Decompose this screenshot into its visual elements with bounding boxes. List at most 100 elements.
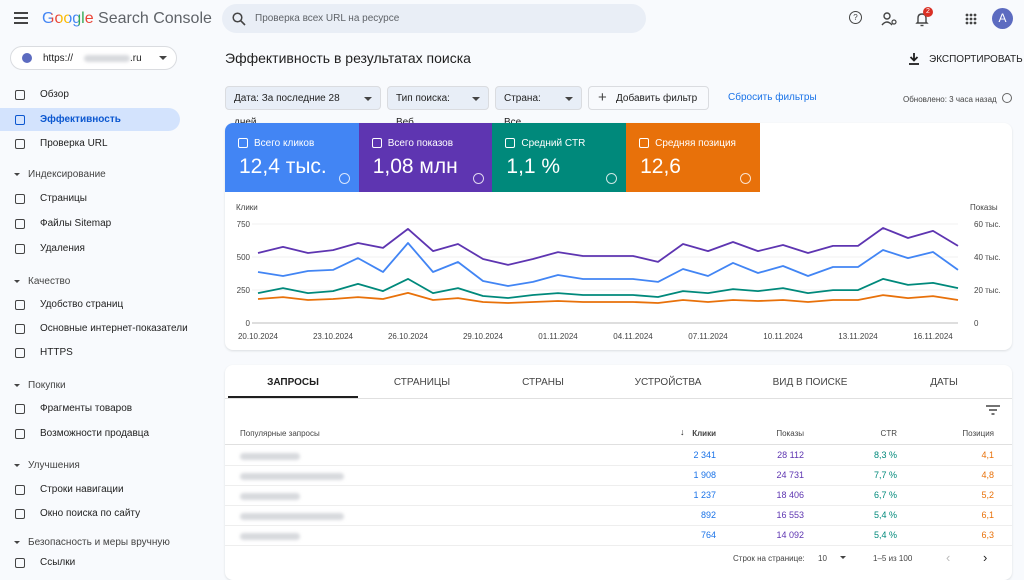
section-arrow [14, 384, 20, 390]
property-arrow [159, 56, 167, 64]
updated-label: Обновлено: 3 часа назад [903, 95, 997, 104]
prev-page[interactable]: ‹ [946, 550, 951, 565]
card-value: 12,6 [640, 155, 681, 178]
nav-item[interactable]: Страницы [40, 193, 87, 204]
tab[interactable]: ВИД В ПОИСКЕ [772, 377, 848, 388]
query-hidden [240, 533, 300, 540]
nav-icon [15, 115, 25, 125]
row-divider [225, 505, 1012, 506]
nav-item[interactable]: Обзор [40, 89, 69, 100]
refresh-icon[interactable] [1002, 93, 1012, 103]
query-hidden [240, 453, 300, 460]
tabs-divider [225, 398, 1012, 399]
card-help [472, 173, 484, 184]
nav-section: Безопасность и меры вручную [28, 537, 170, 548]
rows-dropdown [840, 556, 846, 562]
nav-active-bg [0, 108, 180, 131]
section-arrow [14, 173, 20, 179]
property-selector[interactable]: https:// .ru [10, 46, 177, 70]
avatar[interactable]: A [992, 8, 1013, 29]
table-cell: 28 112 [777, 450, 804, 460]
x-tick-label: 07.11.2024 [688, 332, 728, 341]
nav-item[interactable]: Удаления [40, 243, 85, 254]
nav-icon [15, 219, 25, 229]
card-label: Всего показов [387, 138, 454, 149]
card-checkbox [639, 138, 650, 148]
table-cell: 2 341 [693, 450, 716, 460]
card-value: 12,4 тыс. [239, 155, 327, 178]
y2-axis-title: Показы [970, 203, 998, 212]
tab[interactable]: ЗАПРОСЫ [267, 377, 319, 388]
y-tick-label: 750 [237, 220, 251, 229]
series-line [257, 242, 959, 287]
filter-chip[interactable]: Тип поиска: Веб [387, 86, 489, 128]
series-line [257, 227, 959, 266]
nav-item[interactable]: Удобство страниц [40, 299, 124, 310]
reset-filters[interactable]: Сбросить фильтры [728, 92, 817, 103]
nav-item[interactable]: Файлы Sitemap [40, 218, 112, 229]
apps-icon[interactable] [965, 13, 977, 25]
nav-item[interactable]: Строки навигации [40, 484, 124, 495]
help-icon[interactable]: ? [849, 11, 862, 24]
rows-per-page-label: Строк на странице: [733, 554, 805, 563]
x-tick-label: 16.11.2024 [913, 332, 953, 341]
tab[interactable]: УСТРОЙСТВА [634, 377, 702, 388]
y-tick-label: 0 [246, 319, 251, 328]
row-divider [225, 525, 1012, 526]
range-label: 1–5 из 100 [873, 554, 913, 563]
add-filter-button[interactable]: + Добавить фильтр [588, 86, 709, 110]
next-page[interactable]: › [983, 550, 988, 565]
card-label: Средняя позиция [655, 138, 736, 149]
nav-item[interactable]: Окно поиска по сайту [40, 508, 141, 519]
table-cell: 6,1 [981, 510, 994, 520]
table-filter-icon[interactable] [986, 405, 1000, 415]
filter-chip[interactable]: Страна: Все [495, 86, 582, 128]
sort-arrow: ↓ [680, 427, 685, 437]
plus-icon: + [598, 89, 607, 106]
property-prefix: https:// [43, 53, 74, 64]
users-icon[interactable] [881, 12, 897, 26]
nav-item[interactable]: Возможности продавца [40, 428, 150, 439]
x-tick-label: 23.10.2024 [313, 332, 354, 341]
x-tick-label: 29.10.2024 [463, 332, 504, 341]
card-help [339, 173, 350, 184]
tab[interactable]: ДАТЫ [930, 377, 958, 388]
nav-item[interactable]: Ссылки [40, 557, 76, 568]
column-header[interactable]: CTR [880, 429, 897, 438]
column-header[interactable]: Показы [776, 429, 804, 438]
query-hidden [240, 493, 300, 500]
column-header[interactable]: Клики [692, 429, 716, 438]
nav-item[interactable]: Фрагменты товаров [40, 403, 133, 414]
rows-per-page[interactable]: 10 [818, 554, 827, 563]
chart: Клики Показы 0 250 500 750 0 20 тыс. 40 тыс. 60… [236, 203, 1001, 341]
card-value: 1,1 % [506, 155, 561, 178]
metric-card[interactable]: Средний CTR 1,1 % [492, 123, 627, 192]
series-line [257, 292, 959, 304]
nav-item[interactable]: Эффективность [40, 114, 121, 125]
export-button[interactable]: ЭКСПОРТИРОВАТЬ [929, 54, 1023, 65]
table-cell: 4,1 [981, 450, 994, 460]
column-header[interactable]: Позиция [962, 429, 994, 438]
row-divider [225, 485, 1012, 486]
section-arrow [14, 280, 20, 286]
nav-item[interactable]: Основные интернет-показатели [40, 323, 188, 334]
tab[interactable]: СТРАНИЦЫ [393, 377, 451, 388]
card-help [740, 173, 752, 184]
tab[interactable]: СТРАНЫ [522, 377, 564, 388]
search-box[interactable]: Проверка всех URL на ресурсе [222, 4, 646, 33]
notification-badge: 2 [923, 7, 933, 17]
x-tick-label: 01.11.2024 [538, 332, 578, 341]
menu-button[interactable] [14, 12, 28, 24]
y2-tick-label: 60 тыс. [974, 220, 1001, 229]
nav-item[interactable]: HTTPS [40, 347, 73, 358]
metric-card[interactable]: Средняя позиция 12,6 [626, 123, 761, 192]
filter-chip[interactable]: Дата: За последние 28 дней [225, 86, 381, 128]
bell-icon[interactable] [915, 11, 929, 27]
y-axis-title: Клики [236, 203, 258, 212]
nav-item[interactable]: Проверка URL [40, 138, 108, 149]
metric-card[interactable]: Всего кликов 12,4 тыс. [225, 123, 359, 192]
nav-section: Покупки [28, 380, 66, 391]
metric-card[interactable]: Всего показов 1,08 млн [358, 123, 493, 192]
logo[interactable]: Google Search Console [42, 10, 212, 28]
